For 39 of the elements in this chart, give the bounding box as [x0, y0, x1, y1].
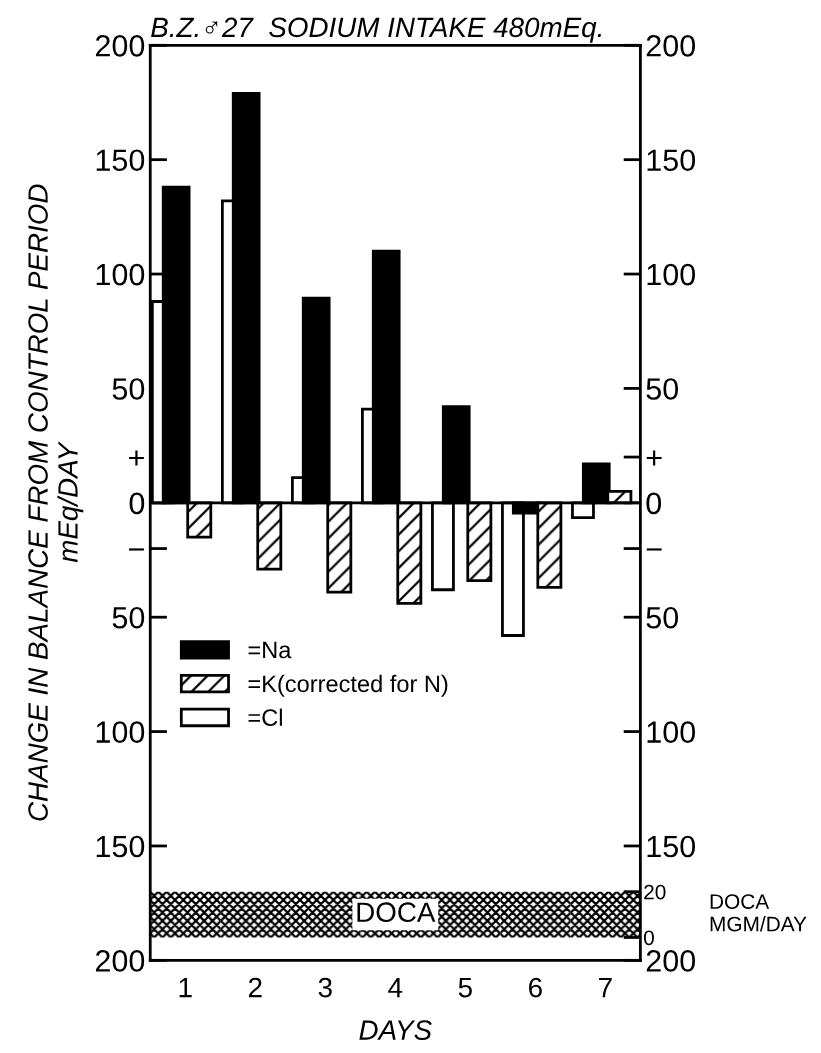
y3-axis-title: DOCA MGM/DAY: [710, 894, 807, 932]
legend-label: =K(corrected for N): [248, 674, 448, 697]
x-tick-label: 6: [529, 977, 542, 998]
x-tick-label: 5: [458, 978, 472, 998]
y2-tick-label: 200: [646, 950, 696, 972]
y-tick-label: 200: [95, 950, 145, 972]
y2-tick-label: 100: [647, 721, 696, 743]
y2-tick-label: 50: [646, 378, 679, 400]
series-label: DOCA: [357, 902, 436, 923]
legend-label: =Cl: [248, 708, 282, 726]
y-axis-title: CHANGE IN BALANCE FROM CONTROL PERIOD mEq/DAY: [28, 184, 84, 821]
x-axis-title: DAYS: [359, 1020, 432, 1040]
y-tick-label: 150: [96, 835, 145, 858]
x-tick-label: 4: [388, 978, 403, 998]
y2-tick-label: 200: [646, 35, 696, 57]
chart-title: B.Z.♂27 SODIUM INTAKE 480mEq.: [151, 17, 601, 43]
x-tick-label: 7: [599, 978, 612, 998]
y2-tick-label: +: [646, 450, 662, 466]
y2-tick-label: 150: [647, 149, 696, 172]
y3-tick-label: 20: [644, 884, 666, 900]
y-tick-label: +: [129, 450, 144, 466]
y2-tick-label: 150: [647, 835, 696, 858]
x-tick-label: 1: [179, 978, 192, 998]
y-tick-label: 100: [96, 721, 145, 743]
y-tick-label: 0: [129, 492, 145, 515]
y2-tick-label: 100: [647, 263, 696, 286]
y-tick-label: 100: [96, 263, 145, 286]
y2-tick-label: −: [646, 548, 662, 551]
y-tick-label: 50: [112, 378, 145, 400]
y2-tick-label: 0: [646, 492, 662, 515]
y-tick-label: −: [129, 548, 144, 551]
y-tick-label: 150: [96, 149, 145, 172]
legend-label: =Na: [248, 641, 292, 659]
x-tick-label: 2: [248, 977, 262, 998]
y-tick-label: 200: [95, 35, 145, 57]
x-tick-label: 3: [318, 977, 332, 998]
y3-tick-label: 0: [643, 930, 654, 946]
y-tick-label: 50: [112, 606, 145, 629]
y2-tick-label: 50: [646, 606, 679, 629]
